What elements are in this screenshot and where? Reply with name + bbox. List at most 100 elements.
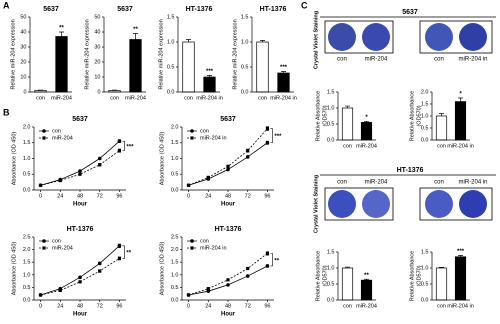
- y-tick-label: 0.0: [421, 297, 429, 303]
- marker: [38, 293, 43, 297]
- y-tick-label: 1.5: [171, 140, 179, 146]
- y-axis-label: (OD570): [416, 265, 422, 286]
- y-tick-label: 0.0: [171, 297, 179, 303]
- y-tick-label: 20: [20, 59, 26, 65]
- y-axis-label: Relative Absorbance: [409, 91, 415, 141]
- error-bar: [458, 97, 463, 102]
- y-axis-label: Absorbance (OD 450): [11, 132, 17, 186]
- y-tick-label: 1.0: [327, 105, 335, 111]
- y-tick-label: 0.5: [421, 281, 429, 287]
- error-bar: [281, 71, 286, 73]
- x-tick-label: 48: [225, 193, 231, 199]
- y-tick-label: 1.0: [421, 113, 429, 119]
- chart-title: HT-1376: [67, 226, 94, 233]
- y-tick-label: 1.5: [421, 101, 429, 107]
- bar: [203, 76, 216, 93]
- series-line: [40, 245, 120, 296]
- y-tick-label: 1.0: [171, 156, 179, 162]
- y-axis-label: Relative miR-204 expression: [84, 19, 90, 89]
- marker: [186, 293, 191, 297]
- y-tick-label: 20: [94, 59, 100, 65]
- y-tick-label: 0.0: [327, 297, 335, 303]
- y-tick-label: 0.5: [171, 172, 179, 178]
- y-tick-label: 1.0: [23, 272, 31, 278]
- chart-title: 5637: [117, 6, 133, 13]
- bar: [341, 267, 354, 301]
- side-label: Crystal Violet Staining: [313, 11, 319, 69]
- annotation: **: [274, 258, 279, 264]
- image-label: con: [337, 57, 347, 63]
- marker: [206, 175, 210, 179]
- x-tick-label: con: [36, 95, 45, 101]
- marker: [186, 183, 191, 187]
- error-bar: [439, 267, 444, 268]
- annotation: **: [133, 27, 138, 33]
- annotation: ***: [126, 144, 134, 150]
- series-line: [188, 253, 268, 296]
- legend-label: con: [200, 238, 209, 244]
- legend-label: con: [200, 128, 209, 134]
- y-axis-label: Relative miR-204 expression: [10, 19, 16, 89]
- y-tick-label: 1.5: [327, 249, 335, 255]
- well-image: [324, 187, 493, 221]
- annotation: *: [365, 115, 368, 121]
- legend-marker: [190, 239, 194, 243]
- x-tick-label: 0: [39, 303, 42, 309]
- marker: [226, 278, 230, 282]
- x-tick-label: con: [343, 143, 352, 149]
- x-tick-label: miR-204: [125, 95, 146, 101]
- y-tick-label: 1.5: [23, 140, 31, 146]
- legend-marker: [42, 129, 46, 133]
- x-tick-label: miR-204: [51, 95, 72, 101]
- y-axis-label: (OD570): [322, 105, 328, 126]
- x-axis-label: Hour: [73, 312, 88, 318]
- legend-label: miR-204: [52, 245, 73, 251]
- chart-title: HT-1376: [215, 226, 242, 233]
- y-tick-label: 1.0: [171, 272, 179, 278]
- marker: [117, 256, 122, 261]
- marker: [78, 280, 82, 284]
- marker: [265, 264, 270, 268]
- y-tick-label: 2.0: [23, 124, 31, 130]
- chart-title: HT-1376: [186, 6, 213, 13]
- bar: [454, 256, 467, 301]
- y-tick-label: 2.5: [23, 234, 31, 240]
- x-tick-label: con: [258, 95, 267, 101]
- y-tick-label: 1.0: [327, 265, 335, 271]
- bar: [360, 122, 373, 141]
- significance-bracket: [270, 128, 273, 144]
- marker: [265, 251, 270, 255]
- y-tick-label: 1.0: [421, 265, 429, 271]
- bar: [256, 41, 269, 93]
- staining-title: 5637: [402, 9, 418, 16]
- legend-label: miR-204 in: [200, 135, 227, 141]
- image-label: con: [337, 180, 347, 186]
- x-tick-label: 72: [97, 303, 103, 309]
- image-label: con: [434, 180, 444, 186]
- x-axis-label: Hour: [73, 202, 88, 208]
- legend-label: con: [52, 128, 61, 134]
- x-tick-label: 96: [116, 303, 122, 309]
- y-tick-label: 0.5: [23, 172, 31, 178]
- marker: [226, 283, 230, 287]
- y-axis-label: Absorbance (OD 450): [159, 242, 165, 296]
- y-tick-label: 50: [94, 14, 100, 20]
- marker: [98, 269, 102, 273]
- y-tick-label: 1.5: [23, 260, 31, 266]
- annotation: **: [126, 251, 131, 257]
- annotation: ***: [206, 69, 214, 75]
- y-tick-label: 10: [20, 74, 26, 80]
- marker: [226, 164, 230, 168]
- y-tick-label: 40: [94, 29, 100, 35]
- y-tick-label: 0: [97, 89, 100, 95]
- x-tick-label: 48: [77, 193, 83, 199]
- y-tick-label: 1.5: [171, 260, 179, 266]
- error-bar: [186, 39, 191, 42]
- legend-label: miR-204 in: [200, 245, 227, 251]
- x-tick-label: miR-204: [356, 303, 377, 309]
- x-tick-label: 48: [225, 303, 231, 309]
- bar: [341, 107, 354, 141]
- panel-label: C: [301, 0, 308, 10]
- y-tick-label: 1.5: [327, 89, 335, 95]
- y-tick-label: 0.5: [327, 121, 335, 127]
